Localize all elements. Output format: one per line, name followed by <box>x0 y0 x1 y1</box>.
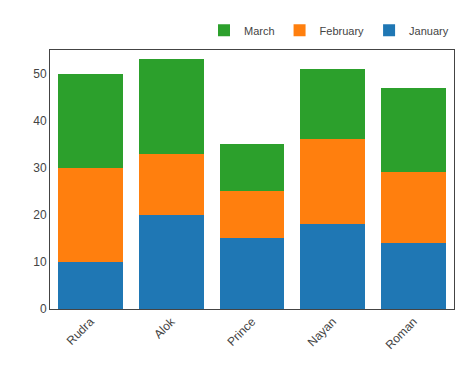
svg-text:Nayan: Nayan <box>305 315 339 349</box>
svg-text:0: 0 <box>40 302 47 316</box>
svg-text:February: February <box>320 25 365 37</box>
svg-text:March: March <box>244 25 275 37</box>
svg-text:40: 40 <box>33 114 47 128</box>
svg-text:20: 20 <box>33 208 47 222</box>
svg-text:January: January <box>409 25 449 37</box>
svg-text:10: 10 <box>33 255 47 269</box>
svg-text:Prince: Prince <box>224 315 258 349</box>
svg-text:Alok: Alok <box>151 314 178 341</box>
svg-text:30: 30 <box>33 161 47 175</box>
svg-text:50: 50 <box>33 67 47 81</box>
svg-text:Roman: Roman <box>383 315 420 352</box>
svg-text:Rudra: Rudra <box>64 315 97 348</box>
